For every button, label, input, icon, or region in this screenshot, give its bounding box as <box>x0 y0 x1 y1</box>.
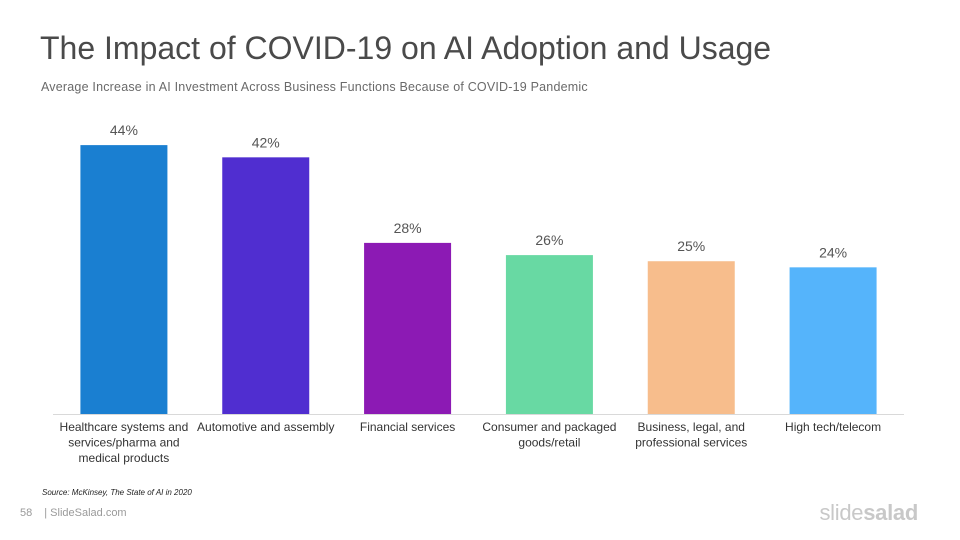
category-label-line: goods/retail <box>518 436 580 450</box>
page-number: 58 <box>20 507 33 519</box>
bar-4 <box>505 255 593 414</box>
chart-subtitle: Average Increase in AI Investment Across… <box>41 80 588 94</box>
site-link[interactable]: | SlideSalad.com <box>44 507 127 519</box>
category-label-line: Automotive and assembly <box>197 420 334 434</box>
category-label-6: High tech/telecom <box>785 420 881 434</box>
brand-logo: slidesalad <box>819 500 918 526</box>
data-label-6: 24% <box>819 244 847 260</box>
category-label-line: professional services <box>635 436 747 450</box>
category-label-line: medical products <box>79 451 170 465</box>
category-label-3: Financial services <box>360 420 455 434</box>
category-label-line: Consumer and packaged <box>482 420 616 434</box>
data-label-1: 44% <box>110 122 138 138</box>
bar-6 <box>789 267 877 414</box>
data-label-2: 42% <box>252 134 280 150</box>
data-label-5: 25% <box>677 238 705 254</box>
logo-text-light: slide <box>819 500 864 525</box>
bar-1 <box>80 145 168 414</box>
footer: 58 | SlideSalad.com <box>20 507 133 519</box>
category-label-line: services/pharma and <box>68 436 179 450</box>
category-label-line: Business, legal, and <box>638 420 745 434</box>
slide-title: The Impact of COVID-19 on AI Adoption an… <box>40 30 772 66</box>
category-label-1: Healthcare systems and services/pharma an… <box>60 420 189 465</box>
category-label-line: High tech/telecom <box>785 420 881 434</box>
logo-text-bold: salad <box>863 500 918 525</box>
data-label-3: 28% <box>394 220 422 236</box>
category-label-line: Financial services <box>360 420 455 434</box>
category-label-line: Healthcare systems and <box>60 420 189 434</box>
bar-2 <box>222 157 310 415</box>
category-label-5: Business, legal, and professional service… <box>635 420 747 450</box>
bar-5 <box>647 261 735 414</box>
bar-3 <box>364 242 452 414</box>
category-label-4: Consumer and packaged goods/retail <box>482 420 616 450</box>
data-label-4: 26% <box>535 232 563 248</box>
category-label-2: Automotive and assembly <box>197 420 334 434</box>
source-note: Source: McKinsey, The State of AI in 202… <box>42 488 192 497</box>
